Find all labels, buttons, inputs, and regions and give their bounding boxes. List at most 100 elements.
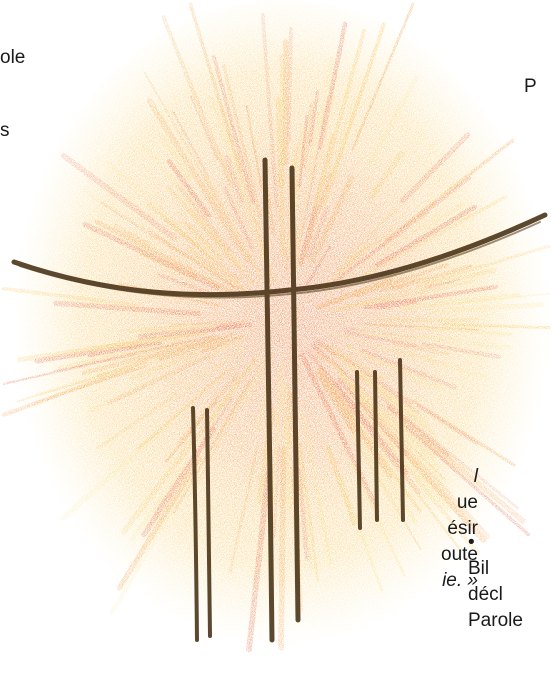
burst-ray <box>442 322 551 330</box>
burst-ray <box>371 424 480 556</box>
burst-ray <box>53 300 202 317</box>
burst-ray <box>306 106 321 180</box>
lower-line-2 <box>205 408 212 638</box>
burst-ray <box>231 195 263 264</box>
burst-ray <box>284 420 292 513</box>
burst-ray <box>321 22 386 207</box>
burst-ray <box>223 186 254 250</box>
burst-ray <box>363 380 401 410</box>
burst-ray <box>130 460 188 541</box>
burst-ray <box>166 158 211 218</box>
burst-ray <box>366 75 419 168</box>
burst-ray <box>309 175 355 265</box>
burst-ray <box>317 21 348 150</box>
vertical-line-2 <box>289 165 301 623</box>
burst-ray <box>317 366 355 418</box>
burst-ray <box>130 349 202 380</box>
quote-fragment-line: ie. » <box>442 570 478 591</box>
burst-ray <box>157 273 214 296</box>
horizontal-arc-line <box>11 212 548 298</box>
burst-ray <box>299 352 379 510</box>
burst-ray <box>359 348 457 390</box>
burst-ray <box>171 109 209 178</box>
horizontal-arc-line-2 <box>19 221 541 299</box>
burst-ray <box>314 276 394 311</box>
burst-ray <box>161 15 234 188</box>
burst-ray <box>116 456 202 591</box>
burst-ray <box>81 334 223 376</box>
burst-ray <box>82 221 222 291</box>
burst-ray <box>336 242 371 275</box>
burst-ray <box>260 12 279 209</box>
text-fragment-left-second: s <box>0 120 10 141</box>
burst-ray <box>416 244 551 288</box>
burst-ray <box>167 186 240 268</box>
burst-ray <box>404 425 531 537</box>
burst-ray <box>2 365 136 417</box>
burst-rays <box>2 2 551 653</box>
burst-ray <box>413 326 513 336</box>
burst-ray <box>355 262 450 298</box>
burst-ray <box>17 336 163 363</box>
burst-ray <box>362 402 491 540</box>
burst-ray <box>177 373 240 445</box>
burst-ray <box>94 219 235 296</box>
burst-ray <box>358 328 418 342</box>
burst-ray <box>295 56 334 253</box>
burst-ray <box>148 230 241 292</box>
burst-ray <box>244 356 269 404</box>
burst-ray <box>345 345 445 392</box>
burst-ray <box>190 95 219 161</box>
burst-ray <box>245 104 263 189</box>
caption-fragment-line: Parole <box>468 610 523 631</box>
burst-ray <box>278 445 287 651</box>
burst-ray <box>306 207 330 260</box>
burst-ray <box>142 143 244 268</box>
burst-ray <box>117 324 203 333</box>
burst-ray <box>399 132 471 204</box>
burst-ray <box>292 126 305 210</box>
burst-ray <box>200 334 245 354</box>
burst-ray <box>301 415 333 565</box>
burst-ray <box>60 152 177 241</box>
burst-ray <box>392 340 450 357</box>
burst-ray <box>96 393 178 450</box>
burst-ray <box>390 408 526 524</box>
burst-ray <box>223 154 246 204</box>
burst-ray <box>343 208 398 262</box>
burst-ray <box>143 71 232 225</box>
burst-ray <box>415 334 513 351</box>
burst-ray <box>188 2 243 174</box>
vertical-line-1 <box>262 157 275 643</box>
burst-ray <box>146 97 252 264</box>
burst-ray <box>113 223 152 247</box>
burst-ray <box>209 96 270 267</box>
burst-ray <box>185 246 252 297</box>
burst-ray <box>137 322 241 340</box>
burst-ray <box>297 114 309 188</box>
burst-ray <box>325 445 357 526</box>
caption-fragment-line: • <box>468 532 475 553</box>
burst-ray <box>374 204 478 268</box>
burst-ray <box>298 441 320 582</box>
burst-ray <box>390 437 487 543</box>
burst-ray <box>435 302 545 314</box>
burst-ray <box>338 297 394 312</box>
burst-ray <box>158 336 227 362</box>
lower-line-4 <box>373 370 379 522</box>
burst-ray <box>321 224 398 290</box>
quote-fragment-line: ésir <box>447 518 478 539</box>
cross-lines <box>11 157 548 643</box>
burst-ray <box>391 264 473 291</box>
burst-ray <box>421 341 501 360</box>
burst-ray <box>342 387 451 513</box>
burst-ray <box>136 366 232 451</box>
lower-line-1 <box>191 406 199 642</box>
burst-ray <box>109 471 197 615</box>
burst-ray <box>222 64 262 219</box>
burst-ray <box>16 363 139 403</box>
burst-ray <box>246 470 272 653</box>
burst-ray <box>53 334 217 373</box>
burst-ray <box>60 420 173 521</box>
burst-ray <box>184 221 223 260</box>
